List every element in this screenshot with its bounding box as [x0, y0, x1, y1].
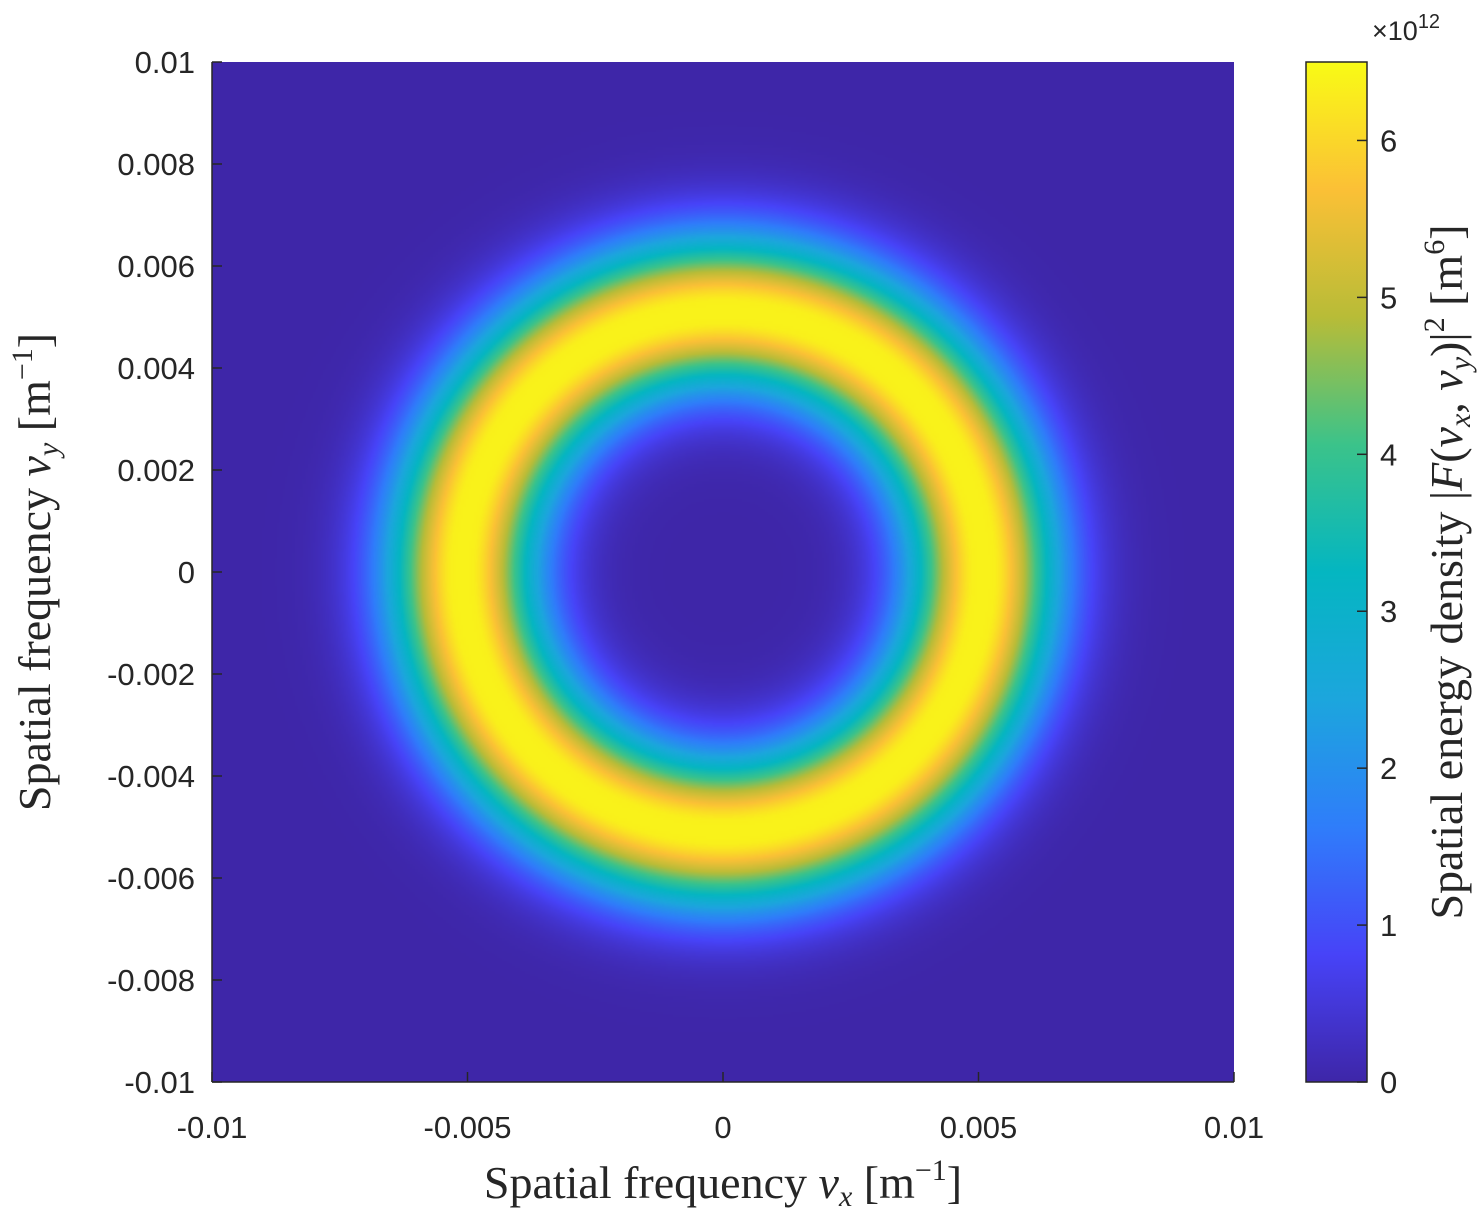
colorbar-tick-label: 2 [1380, 751, 1397, 786]
colorbar-exponent: ×1012 [1372, 11, 1440, 46]
y-tick-labels: 0.01 0.008 0.006 0.004 0.002 0 -0.002 -0.004 -0.… [107, 45, 222, 1100]
colorbar-gradient [1305, 61, 1368, 1083]
x-tick-labels: -0.01 -0.005 0 0.005 0.01 [177, 1072, 1264, 1145]
x-tick-label: -0.005 [424, 1110, 512, 1145]
y-tick-label: 0.002 [117, 453, 195, 488]
y-tick-label: -0.01 [124, 1065, 195, 1100]
colorbar-tick-label: 4 [1380, 437, 1397, 472]
y-tick-label: -0.002 [107, 657, 195, 692]
y-tick-label: 0 [178, 555, 195, 590]
colorbar-tick-label: 3 [1380, 594, 1397, 629]
y-tick-label: -0.004 [107, 759, 195, 794]
colorbar-ticks: 0 1 2 3 4 5 6 [1357, 123, 1397, 1100]
colorbar: 0 1 2 3 4 5 6 ×1012 Spatial energy density |F(… [1305, 11, 1477, 1100]
x-tick-label: 0 [714, 1110, 731, 1145]
colorbar-tick-label: 5 [1380, 280, 1397, 315]
colorbar-tick-label: 1 [1380, 908, 1397, 943]
y-tick-label: 0.004 [117, 351, 195, 386]
colorbar-tick-label: 0 [1380, 1065, 1397, 1100]
x-tick-label: 0.005 [940, 1110, 1018, 1145]
x-axis-label: Spatial frequency νx [m−1] [484, 1154, 962, 1213]
y-tick-label: 0.01 [135, 45, 195, 80]
x-tick-label: -0.01 [177, 1110, 248, 1145]
y-axis-label: Spatial frequency νy [m−1] [6, 333, 65, 811]
y-tick-label: -0.008 [107, 963, 195, 998]
y-tick-label: 0.008 [117, 147, 195, 182]
colorbar-label: Spatial energy density |F(νx, νy)|2 [m6] [1418, 224, 1477, 919]
y-tick-label: 0.006 [117, 249, 195, 284]
heatmap-image [212, 62, 1234, 1082]
x-tick-label: 0.01 [1204, 1110, 1264, 1145]
plot-area [211, 62, 1234, 1083]
colorbar-tick-label: 6 [1380, 123, 1397, 158]
y-tick-label: -0.006 [107, 861, 195, 896]
